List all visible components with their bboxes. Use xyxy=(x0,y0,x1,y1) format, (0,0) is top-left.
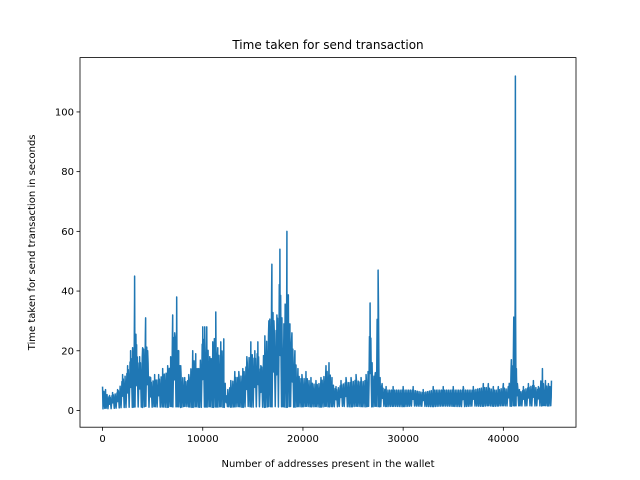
y-tick-label: 60 xyxy=(61,227,74,238)
x-tick-label: 30000 xyxy=(387,434,419,445)
y-axis-label: Time taken for send transaction in secon… xyxy=(27,135,38,352)
axes-frame xyxy=(79,57,577,428)
y-axis-ticks: 0 20 40 60 80 100 xyxy=(55,107,80,417)
x-axis-ticks: 0 10000 20000 30000 40000 xyxy=(99,427,519,445)
plot-area xyxy=(101,75,553,410)
x-tick-label: 40000 xyxy=(487,434,519,445)
chart-title: Time taken for send transaction xyxy=(231,38,423,52)
series-line-send-time xyxy=(101,75,553,410)
y-tick-label: 0 xyxy=(68,406,74,417)
x-axis-label: Number of addresses present in the walle… xyxy=(221,459,434,470)
x-tick-label: 0 xyxy=(99,434,105,445)
y-tick-label: 40 xyxy=(61,287,74,298)
x-tick-label: 10000 xyxy=(187,434,219,445)
y-tick-label: 100 xyxy=(55,107,74,118)
y-tick-label: 20 xyxy=(61,346,74,357)
x-tick-label: 20000 xyxy=(287,434,319,445)
y-tick-label: 80 xyxy=(61,167,74,178)
